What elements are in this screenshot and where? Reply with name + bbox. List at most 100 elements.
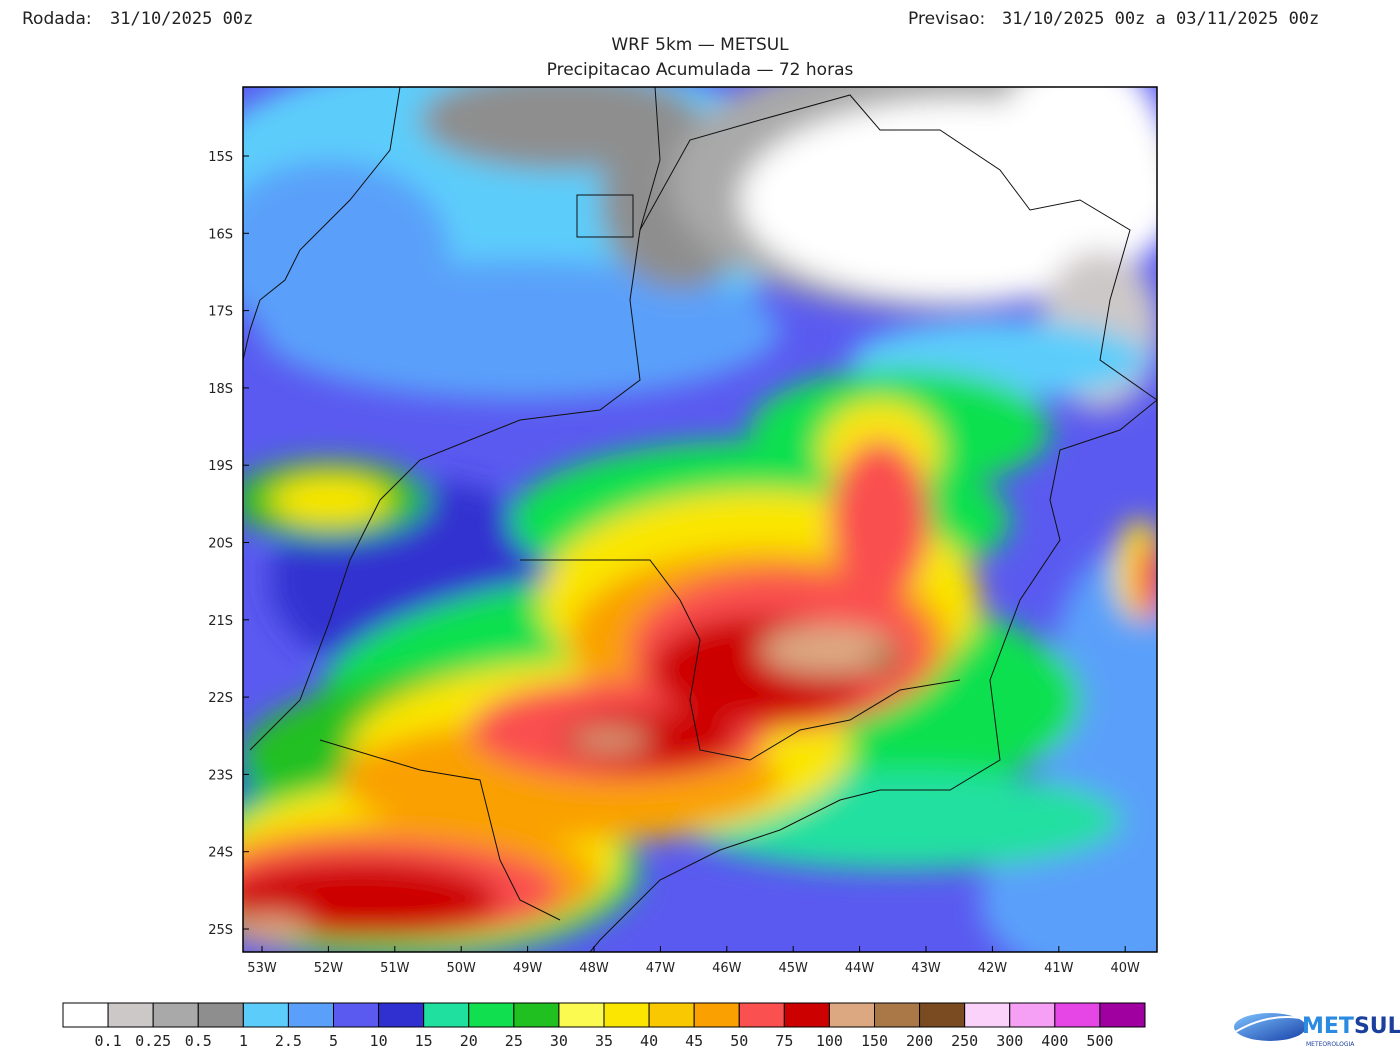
colorbar-label: 30 xyxy=(550,1032,568,1050)
border xyxy=(576,194,634,238)
colorbar-label: 40 xyxy=(640,1032,658,1050)
border xyxy=(639,94,1157,401)
lat-label: 25S xyxy=(208,923,233,938)
lon-label: 47W xyxy=(646,961,676,976)
colorbar-label: 300 xyxy=(996,1032,1023,1050)
colorbar-label: 1 xyxy=(239,1032,248,1050)
colorbar-label: 35 xyxy=(595,1032,613,1050)
precip-blob xyxy=(830,440,930,600)
lon-label: 51W xyxy=(380,961,410,976)
colorbar-box xyxy=(693,1002,740,1028)
precip-blob xyxy=(570,730,650,750)
map-title: WRF 5km — METSUL xyxy=(611,35,789,55)
colorbar-box xyxy=(287,1002,334,1028)
colorbar-label: 45 xyxy=(685,1032,703,1050)
precip-blob xyxy=(243,860,500,940)
colorbar-label: 500 xyxy=(1086,1032,1113,1050)
lat-label: 18S xyxy=(208,382,233,397)
colorbar-box xyxy=(783,1002,830,1028)
border xyxy=(520,559,961,761)
lat-axis: 15S 16S 17S 18S 19S 20S 21S 22S 23S 24S 25S xyxy=(208,150,249,938)
precip-blob xyxy=(760,625,900,675)
logo-name-part2: SUL xyxy=(1354,1014,1400,1039)
lon-label: 40W xyxy=(1110,961,1140,976)
colorbar-box xyxy=(62,1002,109,1028)
colorbar: 0.1 0.25 0.5 1 2.5 5 10 15 20 25 30 35 40 45 50 75 100 15… xyxy=(62,1002,1146,1050)
precip-blob xyxy=(1135,540,1157,620)
colorbar-label: 250 xyxy=(951,1032,978,1050)
map-subtitle: Precipitacao Acumulada — 72 horas xyxy=(547,60,854,80)
logo-swoosh xyxy=(1231,1016,1311,1035)
logo-name-1: METSUL xyxy=(1302,1014,1400,1039)
precip-blob xyxy=(871,642,899,678)
colorbar-box xyxy=(152,1002,199,1028)
colorbar-box xyxy=(828,1002,876,1028)
colorbar-box xyxy=(333,1002,380,1028)
colorbar-box xyxy=(197,1002,244,1028)
border xyxy=(243,87,401,361)
colorbar-label: 0.1 xyxy=(95,1032,122,1050)
lon-label: 49W xyxy=(513,961,543,976)
lat-label: 24S xyxy=(208,846,233,861)
lat-label: 15S xyxy=(208,150,233,165)
colorbar-box xyxy=(107,1002,154,1028)
colorbar-label: 10 xyxy=(370,1032,388,1050)
lat-label: 16S xyxy=(208,227,233,242)
colorbar-label: 0.5 xyxy=(185,1032,212,1050)
colorbar-box xyxy=(919,1002,966,1028)
lon-label: 44W xyxy=(845,961,875,976)
colorbar-box xyxy=(513,1002,560,1028)
plot-frame xyxy=(242,86,1158,953)
logo-tagline: METEOROLOGIA xyxy=(1306,1041,1355,1048)
lon-label: 50W xyxy=(446,961,476,976)
lat-label: 23S xyxy=(208,768,233,783)
precip-blob xyxy=(260,260,780,400)
colorbar-box xyxy=(648,1002,695,1028)
colorbar-box xyxy=(423,1002,470,1028)
colorbar-box xyxy=(964,1002,1011,1028)
lon-label: 45W xyxy=(778,961,808,976)
lat-label: 20S xyxy=(208,537,233,552)
lat-label: 22S xyxy=(208,691,233,706)
colorbar-label: 2.5 xyxy=(275,1032,302,1050)
precip-field xyxy=(243,87,1157,952)
lon-label: 43W xyxy=(911,961,941,976)
colorbar-box xyxy=(874,1002,921,1028)
coastline xyxy=(589,399,1157,952)
lat-label: 21S xyxy=(208,614,233,629)
colorbar-label: 0.25 xyxy=(135,1032,171,1050)
lon-label: 42W xyxy=(978,961,1008,976)
precip-blob xyxy=(270,475,390,525)
colorbar-label: 15 xyxy=(415,1032,433,1050)
precip-blob xyxy=(243,915,310,945)
colorbar-label: 75 xyxy=(775,1032,793,1050)
forecast-value: 31/10/2025 00z a 03/11/2025 00z xyxy=(1002,9,1319,29)
colorbar-label: 200 xyxy=(906,1032,933,1050)
forecast-label: Previsao: xyxy=(908,9,985,29)
colorbar-box xyxy=(603,1002,650,1028)
lon-label: 48W xyxy=(579,961,609,976)
logo-name-part1: MET xyxy=(1302,1014,1354,1039)
colorbar-label: 100 xyxy=(816,1032,843,1050)
colorbar-label: 5 xyxy=(329,1032,338,1050)
run-value: 31/10/2025 00z xyxy=(110,9,253,29)
border xyxy=(249,87,661,751)
colorbar-box xyxy=(738,1002,785,1028)
lon-label: 41W xyxy=(1044,961,1074,976)
colorbar-box xyxy=(1009,1002,1056,1028)
colorbar-label: 25 xyxy=(505,1032,523,1050)
run-label: Rodada: xyxy=(22,9,92,29)
colorbar-box xyxy=(378,1002,425,1028)
colorbar-label: 150 xyxy=(861,1032,888,1050)
precip-blob xyxy=(990,87,1157,290)
colorbar-box xyxy=(1099,1002,1146,1028)
border xyxy=(319,739,561,921)
lon-label: 52W xyxy=(314,961,344,976)
lat-label: 19S xyxy=(208,459,233,474)
logo-globe xyxy=(1234,1013,1306,1041)
colorbar-label: 50 xyxy=(730,1032,748,1050)
colorbar-label: 20 xyxy=(460,1032,478,1050)
lon-label: 53W xyxy=(247,961,277,976)
